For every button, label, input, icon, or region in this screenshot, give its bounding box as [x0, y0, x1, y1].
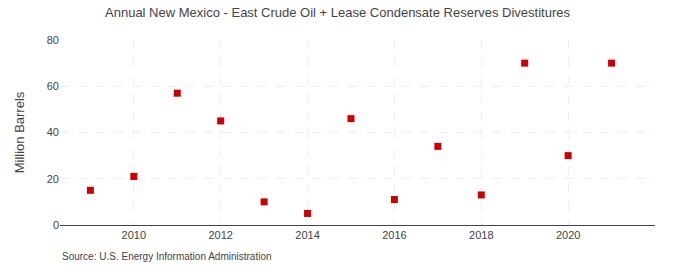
svg-text:2012: 2012 — [208, 229, 232, 241]
svg-text:40: 40 — [47, 126, 59, 138]
svg-text:2016: 2016 — [382, 229, 406, 241]
svg-text:80: 80 — [47, 34, 59, 46]
svg-text:Source: U.S. Energy Informatio: Source: U.S. Energy Information Administ… — [62, 251, 272, 262]
svg-text:Million Barrels: Million Barrels — [12, 91, 27, 173]
svg-text:2018: 2018 — [469, 229, 493, 241]
svg-text:2020: 2020 — [556, 229, 580, 241]
svg-text:20: 20 — [47, 173, 59, 185]
svg-text:Annual New Mexico - East Crude: Annual New Mexico - East Crude Oil + Lea… — [105, 5, 570, 20]
svg-text:2010: 2010 — [122, 229, 146, 241]
svg-text:2014: 2014 — [295, 229, 319, 241]
svg-text:60: 60 — [47, 80, 59, 92]
svg-text:0: 0 — [53, 219, 59, 231]
